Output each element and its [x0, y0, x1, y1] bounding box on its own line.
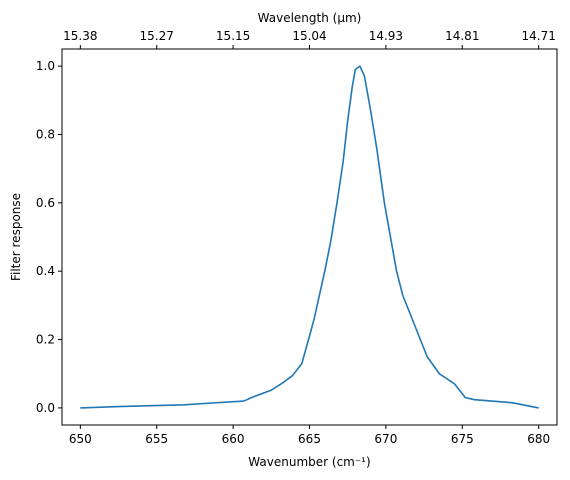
plot-area: [80, 65, 539, 409]
series-line-0: [80, 65, 539, 409]
x-tick-label: 655: [145, 432, 168, 446]
x-tick-label: 660: [222, 432, 245, 446]
axis-ticks: 650 655 660 665 670 675 680 15.38 15.27 15.15 15.0…: [36, 29, 556, 446]
top-x-tick-label: 15.15: [216, 29, 250, 43]
top-x-tick-label: 14.71: [521, 29, 555, 43]
top-x-axis-title: Wavelength (μm): [258, 11, 362, 25]
y-tick-label: 1.0: [36, 59, 55, 73]
y-tick-label: 0.6: [36, 196, 55, 210]
plot-frame: [61, 48, 558, 426]
top-x-tick-label: 14.81: [445, 29, 479, 43]
y-tick-label: 0.8: [36, 127, 55, 141]
top-x-tick-label: 15.38: [63, 29, 97, 43]
x-tick-label: 665: [298, 432, 321, 446]
y-tick-label: 0.2: [36, 333, 55, 347]
x-tick-label: 675: [451, 432, 474, 446]
y-tick-label: 0.0: [36, 401, 55, 415]
x-tick-label: 670: [374, 432, 397, 446]
x-tick-label: 680: [527, 432, 550, 446]
y-tick-label: 0.4: [36, 264, 55, 278]
x-axis-title: Wavenumber (cm⁻¹): [248, 455, 370, 469]
top-x-tick-label: 15.04: [292, 29, 326, 43]
top-x-tick-label: 14.93: [369, 29, 403, 43]
y-axis-title: Filter response: [9, 193, 23, 281]
x-tick-label: 650: [69, 432, 92, 446]
top-x-tick-label: 15.27: [140, 29, 174, 43]
